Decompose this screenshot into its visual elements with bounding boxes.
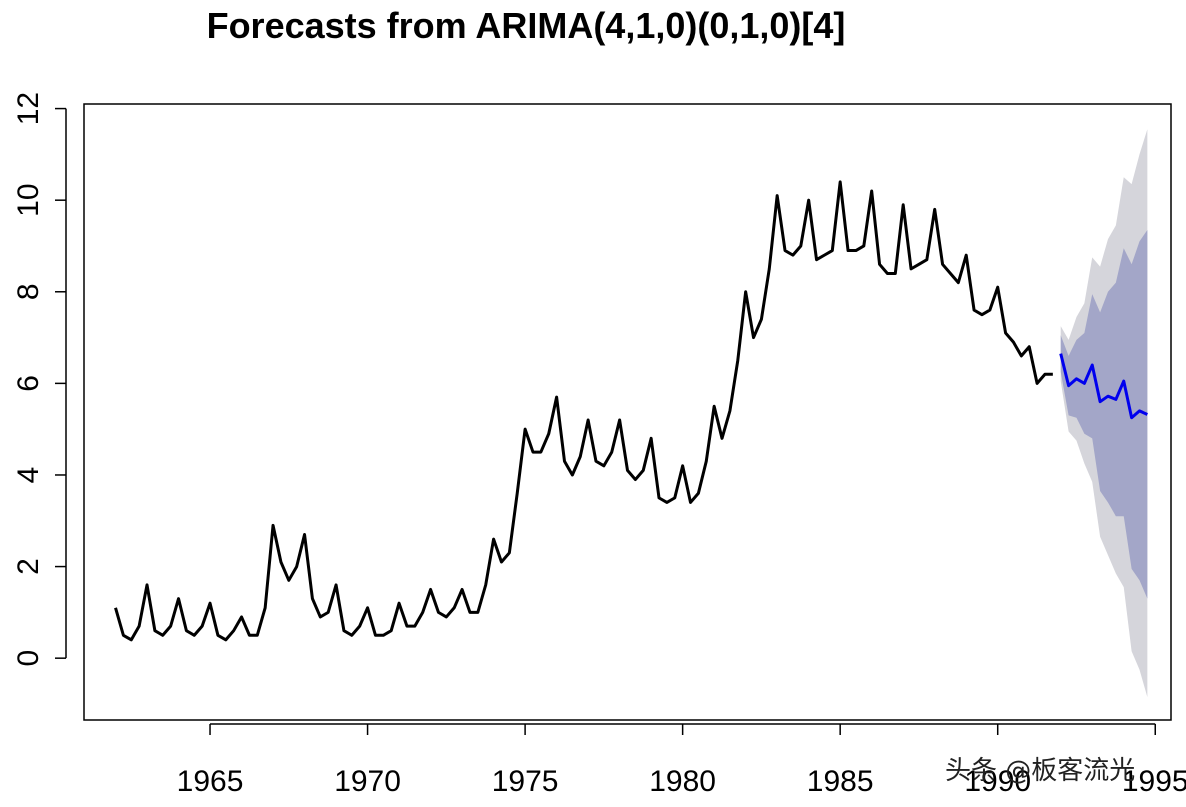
y-axis: 0 2 4 6 8 10 12 <box>12 92 67 667</box>
plot-frame <box>83 103 1172 721</box>
x-tick-label: 1980 <box>649 765 716 798</box>
chart-title: Forecasts from ARIMA(4,1,0)(0,1,0)[4] <box>207 5 846 46</box>
prediction-interval-bands <box>1060 129 1148 698</box>
observed-series-line <box>114 180 1053 642</box>
x-tick-label: 1995 <box>1122 765 1186 798</box>
watermark-text: 头条 @板客流光 <box>945 756 1135 786</box>
y-tick-label: 0 <box>12 650 45 667</box>
series-lines <box>114 180 1149 642</box>
forecast-series-line <box>1059 353 1149 420</box>
y-tick-label: 10 <box>12 183 45 216</box>
x-axis: 1965 1970 1975 1980 1985 1990 1995 <box>177 723 1186 798</box>
x-tick-label: 1965 <box>177 765 244 798</box>
y-tick-label: 6 <box>12 375 45 392</box>
x-tick-label: 1990 <box>964 765 1031 798</box>
y-tick-label: 8 <box>12 283 45 300</box>
y-tick-label: 2 <box>12 558 45 575</box>
band-80-interval <box>1060 229 1148 599</box>
x-tick-label: 1970 <box>334 765 401 798</box>
y-tick-label: 4 <box>12 467 45 484</box>
x-tick-label: 1975 <box>492 765 559 798</box>
y-tick-label: 12 <box>12 92 45 125</box>
x-tick-label: 1985 <box>807 765 874 798</box>
